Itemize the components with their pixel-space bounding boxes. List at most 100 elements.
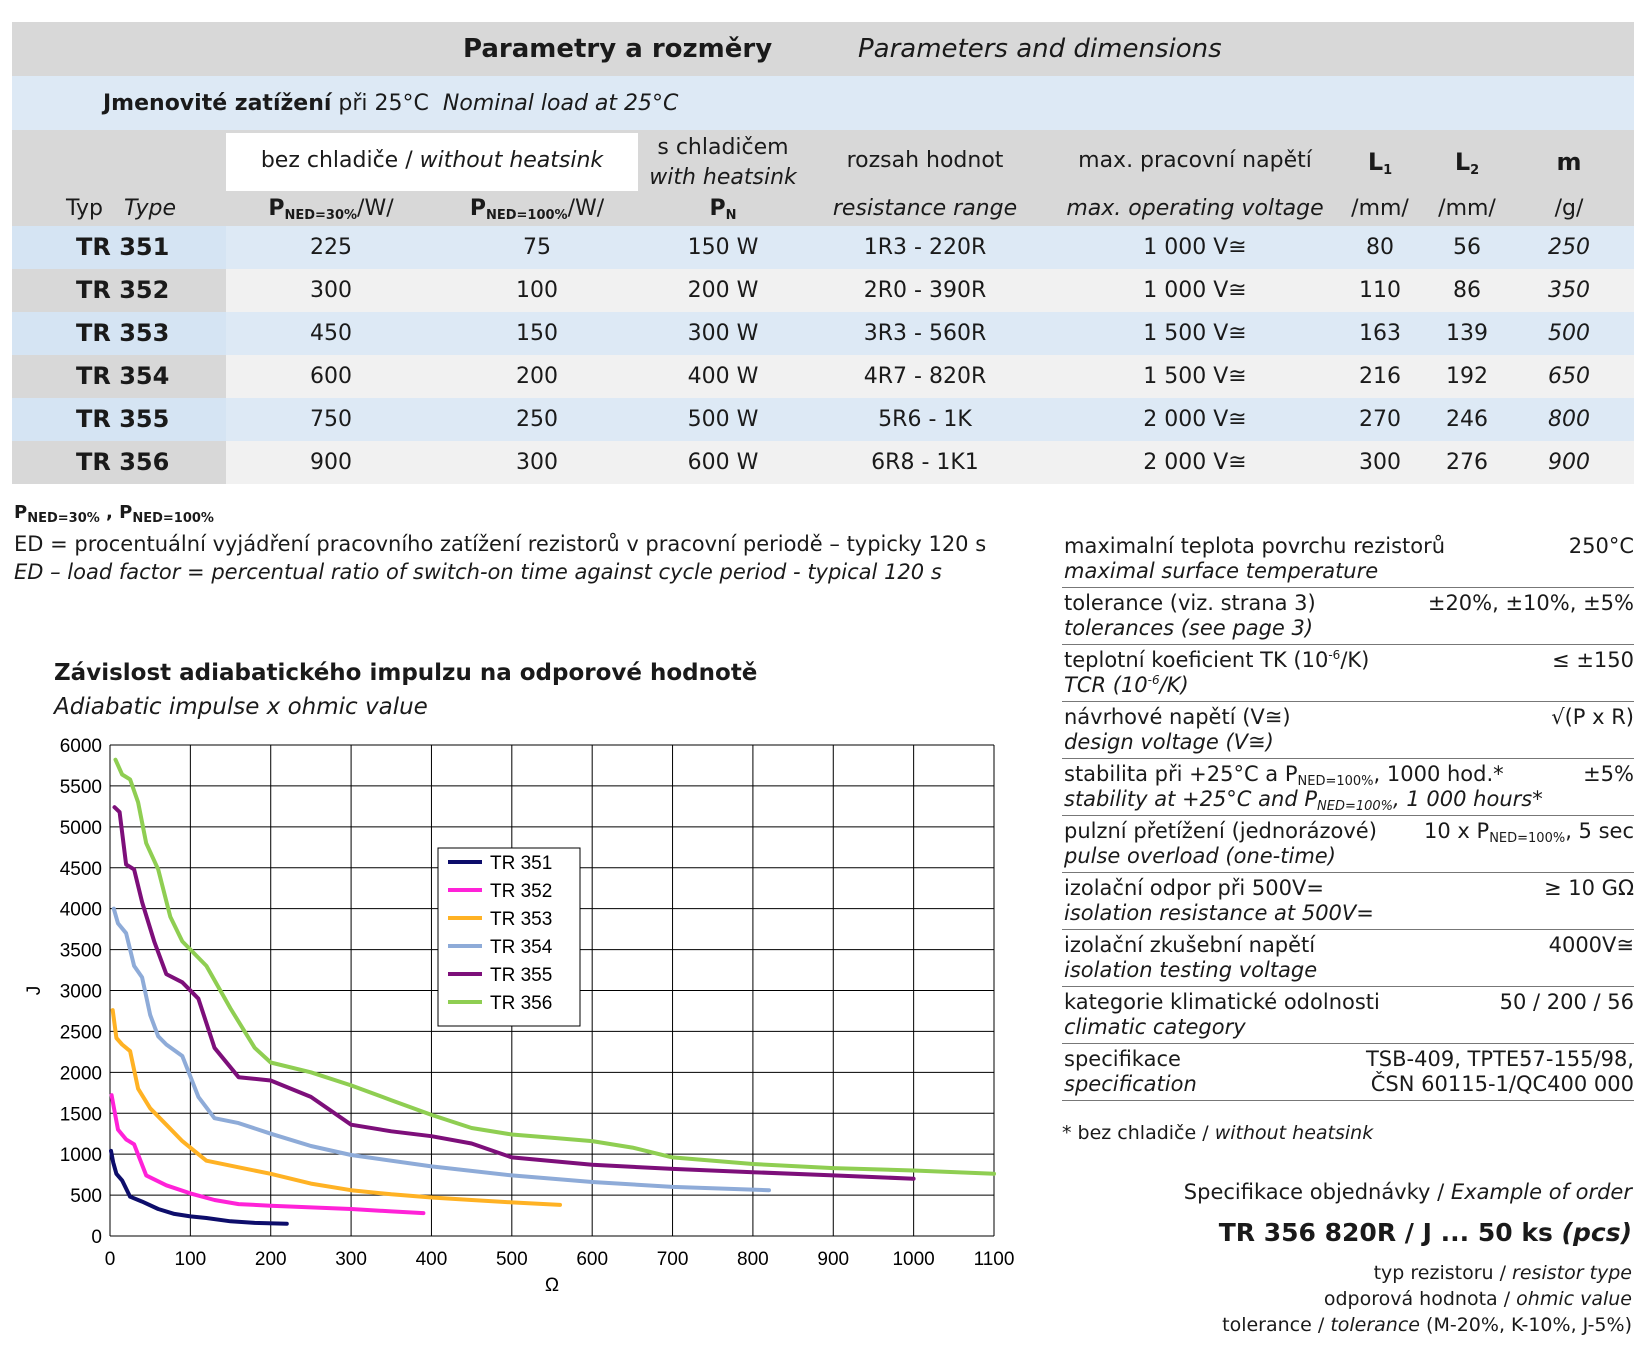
order-legend-tolerance: tolerance / tolerance (M-20%, K-10%, J-5… [1222,1314,1632,1336]
y-tick-label: 3000 [60,982,102,1003]
type-cell-band [12,269,226,312]
l1-cell: 270 [1359,407,1401,432]
spec-value: ±20%, ±10%, ±5% [1427,591,1634,615]
y-tick-label: 1500 [60,1104,102,1125]
range-header-en: resistance range [832,196,1018,221]
l2-header: L2 [1454,148,1480,178]
series-line [110,1008,562,1207]
table-row-band [12,355,1634,398]
pn-cell: 200 W [687,278,759,303]
type-header: Typ Type [66,196,177,221]
spec-value: 4000V≅ [1548,933,1634,957]
y-tick-label: 1000 [60,1145,102,1166]
l2-cell: 86 [1453,278,1481,303]
spec-label-cz: teplotní koeficient TK (10-6/K) [1064,648,1370,672]
y-tick-label: 2000 [60,1063,102,1084]
spec-label-cz: specifikace [1064,1047,1181,1071]
range-cell: 1R3 - 220R [863,235,987,260]
pn-cell: 400 W [687,364,759,389]
voltage-cell: 2 000 V≅ [1143,407,1247,432]
voltage-cell: 2 000 V≅ [1143,450,1247,475]
voltage-cell: 1 000 V≅ [1143,235,1247,260]
mass-cell: 500 [1548,321,1590,346]
range-cell: 6R8 - 1K1 [871,450,979,475]
pn-header: PN [709,196,737,223]
spec-value: ±5% [1583,762,1634,786]
type-cell-band [12,312,226,355]
voltage-cell: 1 500 V≅ [1143,321,1247,346]
power-symbols-note: PNED=30% , PNED=100% [14,502,214,526]
p30-cell: 225 [310,235,352,260]
x-tick-label: 0 [105,1249,116,1270]
series-line [113,757,996,1176]
spec-list: maximalní teplota povrchu rezistorů maxi… [1062,531,1634,1101]
spec-value: TSB-409, TPTE57-155/98, [1365,1047,1634,1071]
p100-cell: 250 [516,407,558,432]
x-tick-label: 500 [496,1249,528,1270]
m-unit: /g/ [1554,196,1584,221]
p30-cell: 300 [310,278,352,303]
spec-row-tcr: teplotní koeficient TK (10-6/K) TCR (10-… [1062,645,1634,702]
spec-label-cz: pulzní přetížení (jednorázové) [1064,819,1377,843]
spec-row-specification: specifikace specification TSB-409, TPTE5… [1062,1044,1634,1101]
type-cell-band [12,441,226,484]
mass-cell: 900 [1548,450,1590,475]
ed-definition-cz: ED = procentuální vyjádření pracovního z… [14,532,987,556]
type-cell-band [12,355,226,398]
legend-label: TR 352 [490,881,552,902]
spec-label-en: pulse overload (one-time) [1064,844,1336,868]
p100-cell: 150 [516,321,558,346]
l2-cell: 56 [1453,235,1481,260]
series-line [109,1093,426,1216]
p30-cell: 750 [310,407,352,432]
x-tick-label: 300 [335,1249,367,1270]
l2-cell: 246 [1446,407,1488,432]
range-header-cz: rozsah hodnot [846,148,1004,173]
p100-header: PNED=100%/W/ [469,196,605,223]
voltage-header-en: max. operating voltage [1066,196,1324,221]
type-cell: TR 355 [76,405,170,433]
p100-cell: 300 [516,450,558,475]
spec-row-max-temp: maximalní teplota povrchu rezistorů maxi… [1062,531,1634,588]
spec-row-tolerance: tolerance (viz. strana 3) tolerances (se… [1062,588,1634,645]
voltage-header-cz: max. pracovní napětí [1078,148,1312,173]
y-tick-label: 5500 [60,777,102,798]
type-cell: TR 351 [76,233,170,261]
mass-cell: 800 [1548,407,1590,432]
voltage-cell: 1 000 V≅ [1143,278,1247,303]
l2-unit: /mm/ [1438,196,1496,221]
spec-value: ≥ 10 GΩ [1544,876,1634,900]
x-tick-label: 1000 [892,1249,934,1270]
type-cell: TR 354 [76,362,170,390]
pn-cell: 600 W [687,450,759,475]
x-axis-label: Ω [545,1275,559,1296]
spec-row-design-voltage: návrhové napětí (V≅) design voltage (V≅)… [1062,702,1634,759]
spec-row-climatic: kategorie klimatické odolnosti climatic … [1062,987,1634,1044]
spec-label-cz: maximalní teplota povrchu rezistorů [1064,534,1446,558]
y-tick-label: 4000 [60,900,102,921]
p100-cell: 100 [516,278,558,303]
spec-label-cz: návrhové napětí (V≅) [1064,705,1291,729]
spec-label-en: specification [1064,1072,1197,1096]
range-cell: 2R0 - 390R [863,278,987,303]
without-heatsink-label: bez chladiče / without heatsink [260,148,604,173]
x-tick-label: 600 [576,1249,608,1270]
pn-cell: 300 W [687,321,759,346]
impulse-chart: 0 100 200 300 400 500 600 700 800 900 1000 1100 0 500… [24,736,1014,1296]
pn-cell: 150 W [687,235,759,260]
x-tick-label: 100 [175,1249,207,1270]
p30-cell: 600 [310,364,352,389]
p30-header: PNED=30%/W/ [268,196,394,223]
spec-label-en: climatic category [1064,1015,1246,1039]
l1-cell: 80 [1366,235,1394,260]
y-tick-label: 5000 [60,818,102,839]
spec-label-cz: izolační zkušební napětí [1064,933,1316,957]
spec-row-isolation-voltage: izolační zkušební napětí isolation testi… [1062,930,1634,987]
spec-label-cz: kategorie klimatické odolnosti [1064,990,1380,1014]
x-tick-label: 900 [817,1249,849,1270]
order-code: TR 356 820R / J ... 50 ks (pcs) [1218,1218,1632,1247]
table-row-band [12,398,1634,441]
table-row-band [12,269,1634,312]
mass-cell: 250 [1548,235,1590,260]
range-cell: 4R7 - 820R [863,364,987,389]
